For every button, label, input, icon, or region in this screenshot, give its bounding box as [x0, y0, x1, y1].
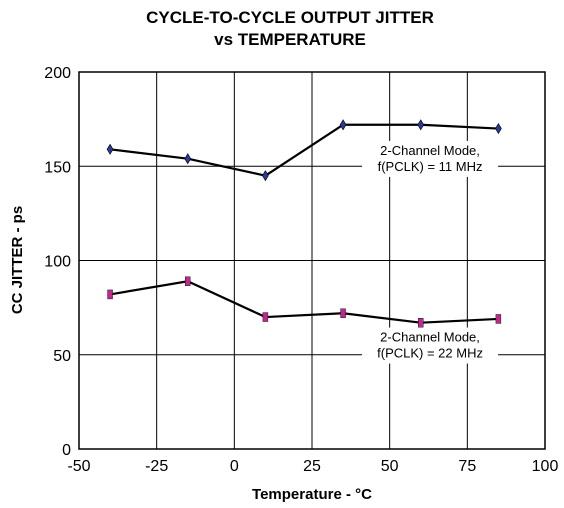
series-2-annotation-bg [362, 327, 499, 364]
plot-frame [78, 71, 546, 450]
series-2-point-4 [418, 318, 424, 328]
series-2-annotation-line-1: 2-Channel Mode, [380, 330, 480, 345]
y-tick-label-0: 0 [62, 442, 71, 459]
y-tick-label-3: 150 [44, 159, 71, 176]
y-tick-label-2: 100 [44, 254, 71, 271]
x-tick-label-0: -50 [67, 458, 90, 475]
series-2-annotation-line-2: f(PCLK) = 22 MHz [377, 346, 483, 361]
series-2-annotation: 2-Channel Mode,f(PCLK) = 22 MHz [362, 327, 499, 364]
series-1-line [109, 123, 499, 177]
series-2-point-3 [340, 308, 346, 318]
x-tick-label-5: 75 [458, 458, 476, 475]
series-1-point-2 [262, 170, 269, 182]
x-tick-label-1: -25 [145, 458, 168, 475]
x-axis-label: Temperature - °C [252, 486, 372, 503]
tick-labels: -50 -25 0 25 50 75 100 0 50 100 150 200 [44, 65, 558, 475]
series-1-point-5 [495, 122, 502, 135]
series-2-point-0 [107, 289, 113, 300]
y-tick-label-4: 200 [44, 65, 71, 82]
series-1-annotation-line-2: f(PCLK) = 11 MHz [378, 159, 483, 174]
series-2-point-2 [262, 312, 269, 322]
grid [79, 72, 545, 449]
x-tick-label-4: 50 [381, 458, 399, 475]
chart-title-line-2: vs TEMPERATURE [214, 30, 366, 49]
series-2-point-1 [185, 276, 191, 286]
series-1-annotation-bg [362, 140, 499, 177]
series-1: 2-Channel Mode,f(PCLK) = 11 MHz [106, 119, 502, 182]
x-tick-label-3: 25 [303, 458, 321, 475]
series-1-annotation-line-1: 2-Channel Mode, [380, 143, 480, 158]
x-tick-label-2: 0 [230, 458, 239, 475]
chart-title-line-1: CYCLE-TO-CYCLE OUTPUT JITTER [146, 8, 434, 27]
series-1-point-0 [106, 143, 114, 155]
y-tick-label-1: 50 [53, 348, 71, 365]
series-1-point-1 [184, 153, 192, 165]
series-1-point-3 [339, 119, 347, 131]
series-2-point-5 [495, 314, 502, 324]
series-2-line [109, 280, 499, 324]
x-tick-label-6: 100 [532, 458, 559, 475]
series-1-point-4 [417, 119, 425, 131]
series-2: 2-Channel Mode,f(PCLK) = 22 MHz [107, 276, 502, 364]
series-layer: 2-Channel Mode,f(PCLK) = 11 MHz2-Channel… [106, 119, 502, 364]
series-1-annotation: 2-Channel Mode,f(PCLK) = 11 MHz [362, 140, 499, 177]
y-axis-label: CC JITTER - ps [9, 206, 26, 314]
